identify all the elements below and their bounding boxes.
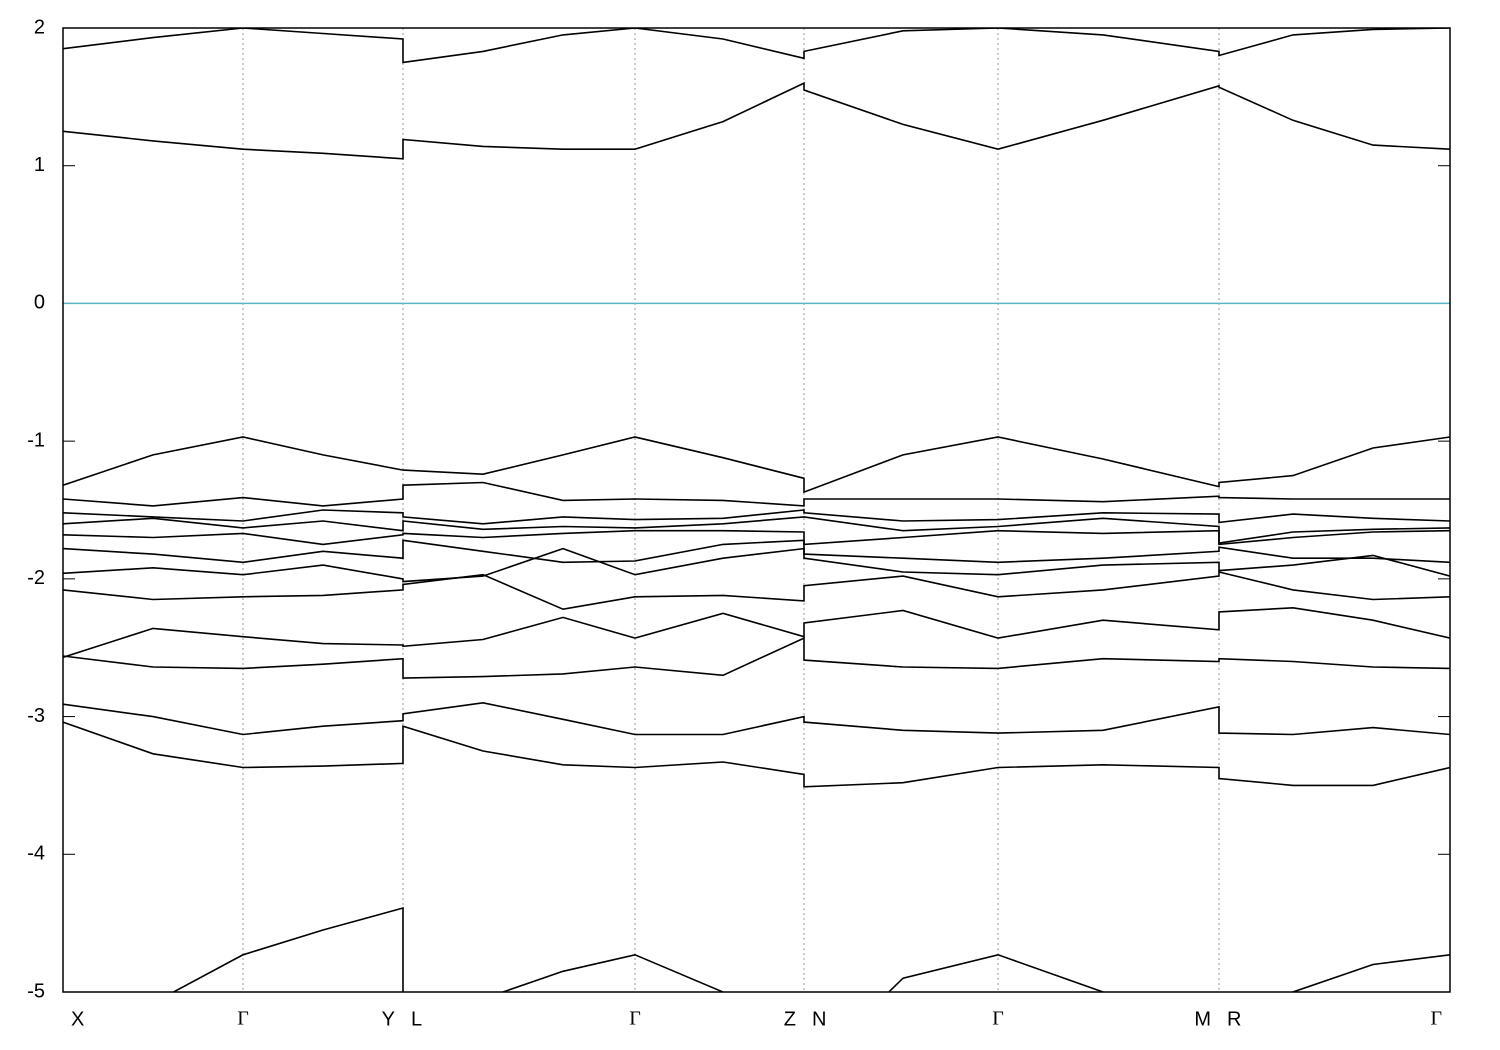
y-tick-label: -3 [27,705,45,727]
y-tick-label: 1 [34,154,45,176]
band-line [63,436,1450,494]
x-tick-label: N [812,1008,826,1030]
x-tick-label: Γ [1430,1008,1442,1030]
y-tick-label: -5 [27,980,45,1002]
band-line [63,81,1450,160]
x-tick-label: R [1227,1008,1241,1030]
plot-frame [62,27,1451,993]
x-tick-label: X [71,1008,84,1030]
y-tick-label: -2 [27,567,45,589]
band-line [63,721,1450,788]
y-tick-label: 2 [34,16,45,38]
x-tick-label: Γ [237,1008,249,1030]
band-line [63,28,1450,64]
x-tick-label: Y [382,1008,395,1030]
band-line [63,570,1450,611]
band-line [171,906,1450,992]
band-line [63,636,1450,679]
x-tick-label: L [411,1008,422,1030]
band-line [63,481,1450,507]
band-line [63,701,1450,736]
band-line [63,606,1450,659]
x-tick-label: Γ [992,1008,1004,1030]
band-line [63,529,1450,546]
x-tick-label: Γ [629,1008,641,1030]
bands [63,28,1450,992]
band-line [63,516,1450,545]
band-line [63,539,1450,564]
band-line [63,509,1450,525]
y-tick-label: -4 [27,843,45,865]
band-line [63,547,1450,583]
x-tick-label: M [1194,1008,1211,1030]
x-tick-label: Z [784,1008,796,1030]
y-tick-label: -1 [27,429,45,451]
y-tick-label: 0 [34,292,45,314]
